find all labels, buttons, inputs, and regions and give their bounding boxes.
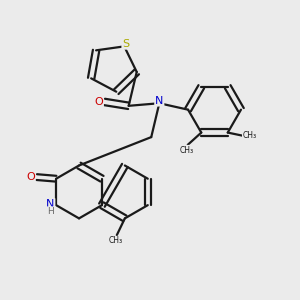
Text: O: O: [94, 97, 103, 107]
Text: N: N: [155, 96, 164, 106]
Text: O: O: [26, 172, 35, 182]
Text: CH₃: CH₃: [109, 236, 123, 245]
Text: S: S: [122, 39, 129, 49]
Text: CH₃: CH₃: [180, 146, 194, 154]
Text: CH₃: CH₃: [243, 131, 257, 140]
Text: H: H: [47, 207, 54, 216]
Text: N: N: [46, 199, 55, 209]
